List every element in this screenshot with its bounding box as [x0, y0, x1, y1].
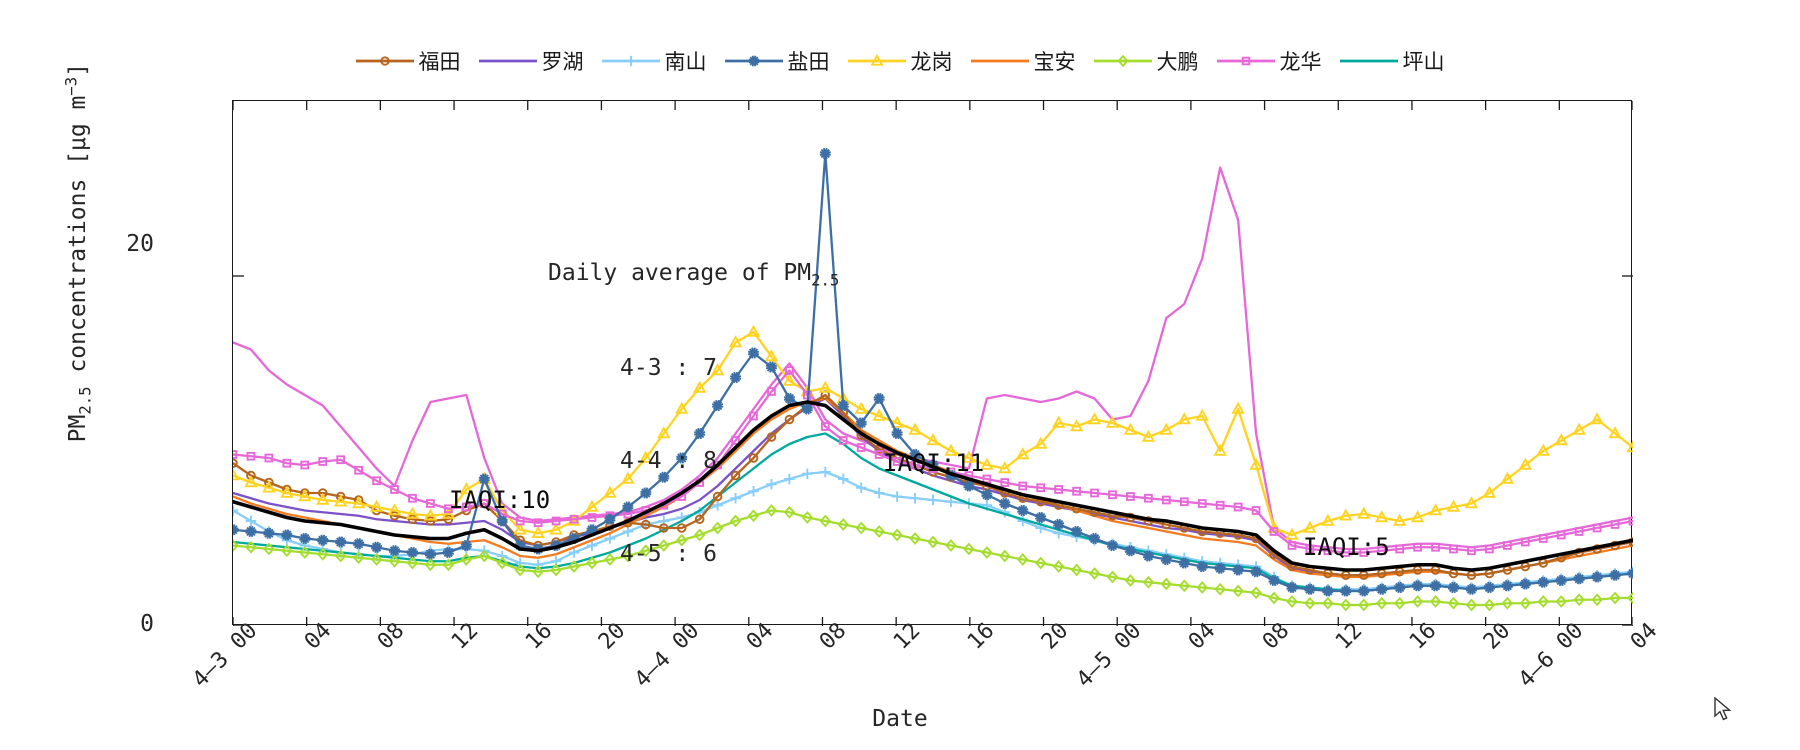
plot-lines-container: [233, 101, 1633, 626]
y-tick-20: 20: [126, 231, 154, 257]
plot-area: [232, 100, 1633, 626]
x-tick-day-0: 4–3: [188, 646, 234, 693]
legend-item-6[interactable]: 大鹏: [1093, 46, 1199, 76]
x-axis-title: Date: [872, 706, 928, 732]
daily-average-title: Daily average of PM2.5: [548, 258, 839, 291]
daily-average-annotation: Daily average of PM2.5 4-3 : 7 4-4 : 8 4…: [548, 196, 839, 632]
legend-label-4: 龙岗: [910, 50, 953, 74]
legend-label-0: 福田: [418, 50, 461, 74]
legend-symbol-none-icon: [478, 52, 537, 70]
legend-symbol-plus-icon: [601, 52, 660, 70]
y-axis-title: PM2.5 concentrations [μg m−3]: [61, 0, 94, 513]
daily-average-header: Daily average of PM: [548, 260, 812, 287]
legend-item-4[interactable]: 龙岗: [847, 46, 953, 76]
legend-label-6: 大鹏: [1156, 50, 1199, 74]
legend-label-7: 龙华: [1279, 50, 1322, 74]
iaqi-label-0: IAQI:10: [449, 485, 551, 514]
legend-item-7[interactable]: 龙华: [1216, 46, 1322, 76]
legend-label-8: 坪山: [1402, 50, 1445, 74]
x-tick-day-6: 4–4: [630, 646, 676, 693]
mouse-cursor-icon: [1714, 697, 1732, 721]
y-title-pm: PM: [65, 414, 92, 443]
legend-item-0[interactable]: 福田: [355, 46, 461, 76]
daily-average-row-1: 4-4 : 8: [620, 448, 717, 475]
daily-average-row-0: 4-3 : 7: [620, 354, 717, 381]
daily-average-row-2: 4-5 : 6: [620, 541, 717, 568]
iaqi-label-2: IAQI:5: [1303, 533, 1390, 562]
legend-symbol-triangle-icon: [847, 52, 906, 70]
daily-average-sub: 2.5: [811, 270, 840, 290]
x-tick-day-12: 4–5: [1072, 646, 1118, 693]
legend-item-5[interactable]: 宝安: [970, 46, 1076, 76]
y-title-unit: μg m: [65, 95, 92, 151]
y-title-rest: concentrations [: [65, 151, 92, 387]
legend-symbol-star-icon: [724, 52, 783, 70]
legend-label-5: 宝安: [1033, 50, 1076, 74]
y-tick-0: 0: [140, 611, 154, 637]
y-title-sub: 2.5: [75, 386, 95, 415]
y-title-close: ]: [65, 62, 92, 77]
legend-item-3[interactable]: 盐田: [724, 46, 830, 76]
y-title-sup: −3: [61, 76, 81, 96]
x-tick-day-18: 4–6: [1514, 646, 1561, 693]
legend-symbol-diamond-icon: [1093, 52, 1152, 70]
legend-symbol-none-icon: [970, 52, 1029, 70]
legend-symbol-none-icon: [1339, 52, 1398, 70]
legend-symbol-circle-icon: [355, 52, 414, 70]
legend-item-2[interactable]: 南山: [601, 46, 707, 76]
iaqi-label-1: IAQI:11: [883, 449, 985, 478]
legend-symbol-square-icon: [1216, 52, 1275, 70]
chart-legend: 福田 罗湖 南山 盐田 龙岗 宝安 大鹏 龙华: [0, 46, 1800, 76]
legend-item-8[interactable]: 坪山: [1339, 46, 1445, 76]
legend-item-1[interactable]: 罗湖: [478, 46, 584, 76]
legend-label-1: 罗湖: [541, 50, 584, 74]
legend-label-2: 南山: [664, 50, 707, 74]
legend-label-3: 盐田: [787, 50, 830, 74]
